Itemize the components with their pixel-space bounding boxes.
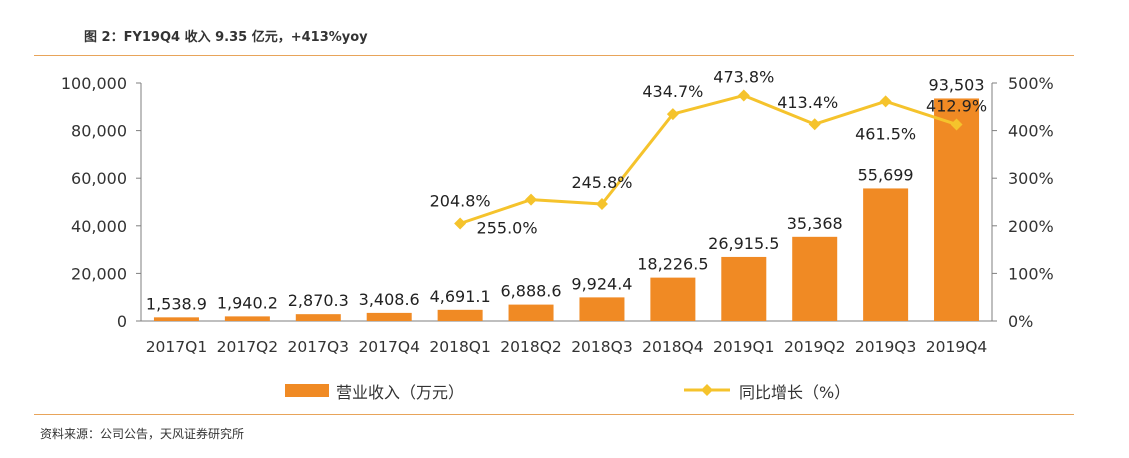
- right-tick-label: 300%: [1008, 169, 1054, 188]
- revenue-bar: [863, 188, 909, 321]
- legend-line-marker: [701, 384, 713, 396]
- chart-title: 图 2：FY19Q4 收入 9.35 亿元，+413%yoy: [84, 30, 368, 45]
- growth-marker: [666, 108, 679, 121]
- x-tick-label: 2019Q3: [855, 338, 917, 356]
- revenue-bar: [295, 314, 341, 321]
- growth-marker: [808, 118, 821, 131]
- x-tick-label: 2018Q3: [571, 338, 633, 356]
- x-tick-label: 2018Q2: [500, 338, 562, 356]
- right-tick-label: 100%: [1008, 264, 1054, 283]
- top-rule: [34, 55, 1074, 56]
- line-data-label: 412.9%: [926, 96, 987, 115]
- growth-marker: [879, 95, 892, 108]
- bar-data-label: 35,368: [787, 214, 843, 233]
- revenue-bar: [792, 236, 838, 321]
- legend-line-label: 同比增长（%）: [739, 383, 850, 402]
- bar-data-label: 18,226.5: [637, 255, 708, 274]
- growth-marker: [737, 89, 750, 102]
- bar-data-label: 3,408.6: [359, 290, 420, 309]
- revenue-bar: [721, 256, 767, 321]
- right-tick-label: 400%: [1008, 122, 1054, 141]
- bar-data-label: 93,503: [929, 75, 985, 94]
- legend-bar-label: 营业收入（万元）: [336, 383, 464, 402]
- growth-marker: [454, 217, 467, 230]
- growth-marker: [525, 193, 538, 206]
- line-data-label: 413.4%: [777, 93, 838, 112]
- revenue-bar: [366, 312, 412, 321]
- bottom-rule: [34, 414, 1074, 415]
- line-data-label: 461.5%: [855, 124, 916, 143]
- left-tick-label: 60,000: [71, 169, 127, 188]
- revenue-bar: [153, 317, 199, 321]
- revenue-bar: [224, 316, 270, 321]
- left-tick-label: 0: [117, 312, 127, 331]
- x-tick-label: 2017Q1: [146, 338, 208, 356]
- bar-data-label: 4,691.1: [430, 287, 491, 306]
- x-tick-label: 2017Q4: [358, 338, 420, 356]
- bar-data-label: 2,870.3: [288, 291, 349, 310]
- right-tick-label: 0%: [1008, 312, 1033, 331]
- revenue-bar: [650, 277, 696, 321]
- x-tick-label: 2018Q1: [429, 338, 491, 356]
- left-tick-label: 40,000: [71, 217, 127, 236]
- growth-line: [459, 93, 958, 225]
- line-data-label: 255.0%: [477, 219, 538, 238]
- left-tick-label: 80,000: [71, 122, 127, 141]
- line-data-label: 473.8%: [713, 67, 774, 86]
- right-tick-label: 200%: [1008, 217, 1054, 236]
- x-tick-label: 2018Q4: [642, 338, 704, 356]
- right-tick-label: 500%: [1008, 74, 1054, 93]
- growth-marker: [950, 118, 963, 131]
- bar-data-label: 55,699: [858, 165, 914, 184]
- bar-data-label: 6,888.6: [501, 282, 562, 301]
- revenue-bar: [508, 304, 554, 321]
- x-tick-label: 2019Q4: [926, 338, 988, 356]
- growth-marker: [595, 197, 608, 210]
- source-note: 资料来源：公司公告，天风证券研究所: [40, 427, 245, 441]
- left-tick-label: 20,000: [71, 264, 127, 283]
- x-tick-label: 2019Q2: [784, 338, 846, 356]
- x-tick-label: 2019Q1: [713, 338, 775, 356]
- revenue-bar: [579, 297, 625, 321]
- bar-data-label: 9,924.4: [571, 274, 632, 293]
- revenue-bar: [437, 309, 483, 321]
- line-data-label: 434.7%: [642, 82, 703, 101]
- bar-data-label: 1,940.2: [217, 293, 278, 312]
- legend-bar-swatch: [285, 384, 329, 397]
- left-tick-label: 100,000: [61, 74, 127, 93]
- x-tick-label: 2017Q2: [217, 338, 279, 356]
- line-data-label: 245.8%: [571, 173, 632, 192]
- bar-data-label: 1,538.9: [146, 294, 207, 313]
- revenue-bar: [934, 98, 980, 321]
- line-data-label: 204.8%: [430, 192, 491, 211]
- x-tick-label: 2017Q3: [288, 338, 350, 356]
- bar-data-label: 26,915.5: [708, 234, 779, 253]
